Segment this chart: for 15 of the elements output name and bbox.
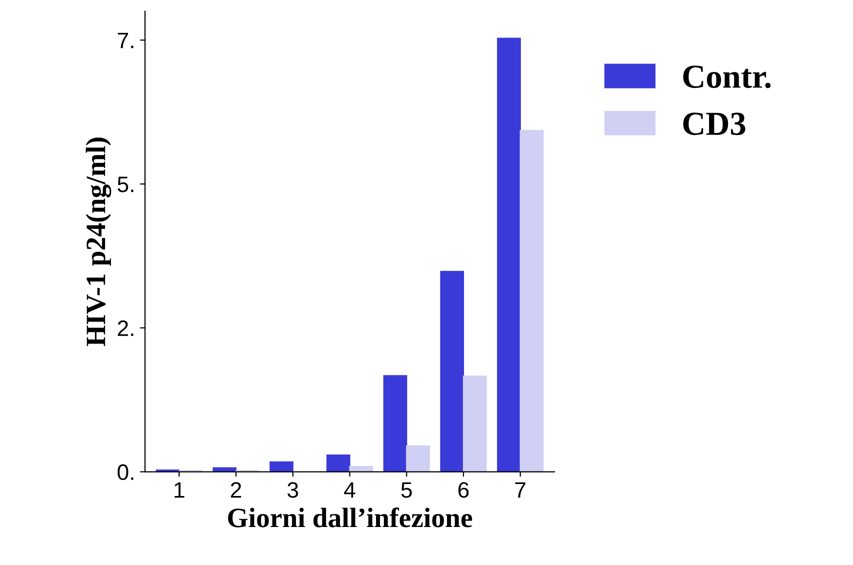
x-tick-label: 2	[230, 482, 242, 498]
legend-label: CD3	[683, 112, 746, 136]
y-tick-label: 2.	[118, 320, 134, 336]
x-tick-label: 7	[515, 482, 526, 498]
y-tick-label: 7.	[118, 32, 134, 48]
x-tick-label: 3	[288, 482, 298, 498]
x-tick-label: 6	[458, 482, 469, 498]
x-tick-label: 4	[344, 482, 356, 498]
x-tick-label: 5	[401, 482, 412, 498]
y-tick-label: 0.	[118, 464, 134, 480]
legend-label: Contr.	[683, 66, 771, 88]
x-tick-label: 1	[174, 482, 184, 498]
x-axis-title: Giorni dall’infezione	[228, 507, 472, 528]
y-tick-label: 5.	[118, 176, 134, 192]
y-axis-title: HIV-1 p24(ng/ml)	[86, 138, 112, 346]
